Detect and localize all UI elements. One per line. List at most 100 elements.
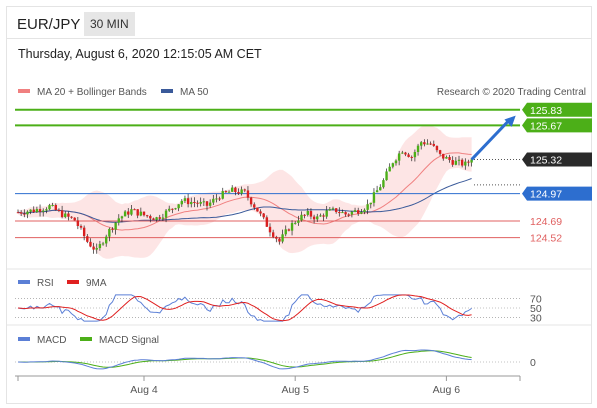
candle-body [48,205,51,210]
candle-body [366,204,369,210]
timeframe-badge[interactable]: 30 MIN [84,12,135,36]
credit-text: Research © 2020 Trading Central [437,87,586,98]
candle-body [309,211,313,217]
candle-body [218,198,221,200]
candle-body [410,156,413,158]
candle-body [26,211,29,215]
candle-body [429,143,432,145]
candle-body [420,142,423,146]
candle-body [290,223,294,231]
candle-body [86,236,89,242]
candle-body [460,159,464,166]
x-axis-label-1: Aug 5 [281,384,309,396]
candle-body [168,208,171,211]
candle-body [174,208,177,210]
candle-body [95,248,98,250]
legend-ma20-label: MA 20 + Bollinger Bands [37,87,147,98]
candle-body [394,160,398,164]
candle-body [237,192,240,194]
macd-zero-label: 0 [530,357,536,369]
candle-body [23,213,26,215]
ma20-line [17,152,472,231]
candle-body [306,211,309,215]
price-label-5: 124.52 [530,233,562,245]
candle-body [155,217,158,220]
rsi-level-label-2: 30 [530,312,542,324]
candle-body [186,198,190,205]
candle-body [341,212,344,214]
candle-body [196,202,199,204]
candle-body [57,209,61,211]
candle-body [268,226,272,233]
candle-body [171,208,174,210]
candle-body [360,212,363,214]
candle-body [353,210,357,212]
candle-body [287,229,291,231]
candle-body [300,214,303,221]
candle-body [92,246,95,250]
candle-body [391,163,395,167]
candle-body [344,212,347,215]
candle-body [208,202,212,206]
candle-body [435,145,439,151]
candle-body [284,229,287,235]
candle-body [205,201,209,206]
candle-body [164,210,168,218]
legend-ma50-label: MA 50 [180,87,209,98]
candle-body [388,166,391,172]
legend-rsi9ma-label: 9MA [86,278,107,289]
price-label-1: 125.67 [530,120,562,132]
candle-body [467,161,470,163]
candle-body [136,209,139,216]
candle-body [139,211,143,216]
candle-body [127,211,130,215]
price-label-box-0 [522,102,592,117]
candle-body [322,215,325,217]
candle-body [404,152,407,155]
candle-body [35,209,39,213]
candle-body [243,189,246,191]
candle-body [221,191,224,199]
candle-body [183,198,187,201]
candle-body [16,212,20,214]
rsi-level-label-1: 50 [530,303,542,315]
candle-body [331,208,335,210]
candle-body [375,190,379,193]
candle-body [42,210,45,212]
x-axis-label-0: Aug 4 [130,384,158,396]
candle-body [363,209,366,213]
candle-body [120,216,124,219]
candle-body [457,159,461,161]
candle-body [54,205,57,210]
candle-body [325,210,328,217]
candle-body [303,214,306,216]
candle-body [401,152,404,154]
candle-body [382,180,385,188]
candle-body [294,222,297,224]
candle-body [117,218,120,223]
candle-body [426,143,429,145]
candle-body [246,190,250,198]
candle-body [281,234,284,242]
candle-body [212,198,215,203]
candle-body [334,208,338,213]
price-label-4: 124.69 [530,216,562,228]
candle-body [73,217,76,221]
x-axis-label-2: Aug 6 [433,384,461,396]
candle-body [316,216,319,220]
legend-rsi9ma-swatch [67,280,79,284]
candle-body [357,210,360,214]
header-divider [6,38,592,39]
candle-body [105,236,108,244]
candle-body [297,220,300,223]
legend-ma50-swatch [161,89,173,93]
candle-body [108,228,111,237]
candle-body [442,153,445,159]
price-label-box-2 [522,152,592,167]
candle-body [130,209,133,215]
chart-datetime: Thursday, August 6, 2020 12:15:05 AM CET [18,47,262,61]
legend-macdsignal-label: MACD Signal [99,335,159,346]
candle-body [177,204,180,209]
rsi-line [17,294,472,322]
